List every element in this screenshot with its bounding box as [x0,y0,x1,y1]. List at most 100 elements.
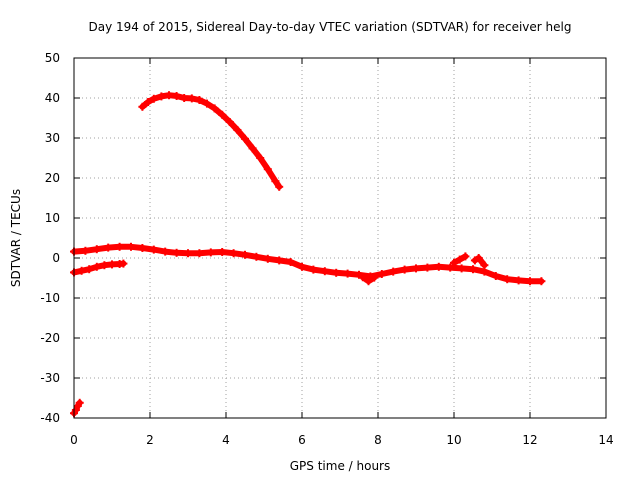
data-point [165,91,173,100]
data-point [412,264,420,273]
data-point [180,94,189,102]
data-point [275,256,284,265]
tick-labels: 0 2 4 6 8 10 12 14 -40 -30 -20 -10 0 10 20 30 40 50 [40,51,613,447]
x-tick-label: 0 [70,433,78,447]
axis-ticks [73,57,607,419]
data-point [256,154,265,162]
data-point [446,263,455,272]
y-tick-label: -40 [40,411,60,425]
series-day-start-spike [70,398,84,418]
data-point [457,264,466,273]
data-point [161,247,170,256]
data-point [503,275,512,284]
y-tick-label: -20 [40,331,60,345]
data-point [187,94,196,103]
series-main-band [70,242,546,286]
y-tick-label: 50 [45,51,60,65]
y-axis-label: SDTVAR / TECUs [9,189,23,287]
data-point [286,258,295,266]
data-point [108,260,116,269]
data-point [195,249,204,258]
data-point [423,263,432,272]
series-dip-near-7-8 [358,273,379,286]
series-line [71,243,545,285]
data-point [252,252,261,261]
data-point [119,259,128,268]
chart-title: Day 194 of 2015, Sidereal Day-to-day VTE… [89,20,572,34]
series-jump-near-10-6 [470,254,489,270]
data-point [537,277,546,286]
data-point [104,243,113,252]
data-point [332,268,341,277]
data-point [184,249,192,258]
y-tick-label: -30 [40,371,60,385]
data-point [127,242,135,251]
grid-lines [74,58,606,418]
data-point [389,267,398,276]
data-point [172,92,181,100]
x-tick-label: 12 [522,433,537,447]
data-point [81,246,90,255]
data-point [343,269,352,278]
plot-frame [73,57,607,419]
data-point [400,265,409,274]
data-point [271,177,280,186]
data-point [157,92,166,101]
data-point [233,126,242,134]
data-point [85,265,94,274]
data-point [263,165,272,174]
x-tick-label: 2 [146,433,154,447]
y-tick-label: 20 [45,171,60,185]
data-point [149,94,158,103]
data-point [377,270,386,278]
data-point [275,182,284,191]
y-tick-label: 0 [52,251,60,265]
data-point [434,262,443,271]
data-point [92,245,101,254]
data-point [469,265,477,274]
data-point [138,102,147,111]
data-point [195,96,204,104]
data-point [358,273,367,282]
x-tick-label: 6 [298,433,306,447]
data-point [138,244,147,252]
data-point [491,272,500,280]
data-point [172,248,181,257]
data-point [225,118,234,126]
data-point [241,250,249,259]
y-tick-label: 10 [45,211,60,225]
data-point [218,110,227,119]
x-tick-label: 8 [374,433,382,447]
data-point [474,254,483,262]
data-point [210,104,219,113]
x-axis-label: GPS time / hours [290,459,391,473]
data-point [364,277,373,286]
x-tick-label: 10 [446,433,461,447]
series-jump-near-10 [450,252,470,267]
data-point [203,99,211,108]
data-point [455,255,464,264]
y-tick-label: 30 [45,131,60,145]
series-lower-early-segment [70,259,128,277]
data-point [263,254,272,263]
data-point [100,261,109,270]
data-point [218,248,227,256]
data-point [309,265,318,274]
data-point [526,277,534,286]
x-tick-label: 4 [222,433,230,447]
data-point [480,261,489,270]
data-point [144,98,153,106]
data-point [241,134,249,143]
data-series [70,91,546,418]
data-point [248,144,257,153]
data-point [206,248,215,257]
y-tick-label: -10 [40,291,60,305]
data-point [514,276,523,285]
data-point [298,262,306,271]
x-tick-label: 14 [598,433,613,447]
data-point [229,249,238,258]
data-point [92,262,101,271]
data-point [461,252,470,261]
